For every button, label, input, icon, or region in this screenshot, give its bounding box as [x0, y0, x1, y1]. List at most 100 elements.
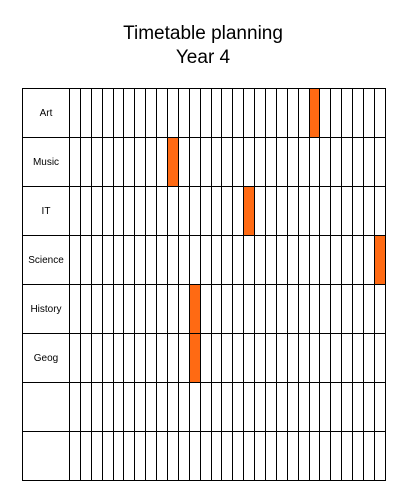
time-slot	[134, 235, 147, 285]
time-slot	[265, 431, 277, 481]
highlighted-slot	[373, 235, 387, 285]
time-slot	[232, 186, 245, 236]
time-slot	[254, 382, 267, 432]
time-slot	[145, 88, 158, 138]
time-slot	[199, 431, 212, 481]
time-slot	[297, 382, 310, 432]
time-slot	[254, 186, 267, 236]
time-slot	[297, 88, 310, 138]
highlighted-slot	[243, 186, 256, 236]
time-slot	[275, 186, 288, 236]
timetable-row: Science	[22, 235, 387, 285]
time-slot	[90, 284, 103, 334]
time-slot	[112, 137, 125, 187]
highlighted-slot	[308, 88, 321, 138]
time-slot	[123, 235, 136, 285]
time-slot	[232, 137, 245, 187]
time-slot	[265, 235, 277, 285]
time-slot	[90, 186, 103, 236]
subject-label: Art	[22, 88, 70, 138]
timetable-row: Music	[22, 137, 387, 187]
time-slot	[69, 284, 81, 334]
time-slot	[69, 431, 81, 481]
time-slot	[123, 333, 136, 383]
time-slot	[221, 88, 234, 138]
time-slot	[177, 333, 190, 383]
highlighted-slot	[167, 137, 179, 187]
time-slot	[363, 137, 375, 187]
time-slot	[341, 235, 354, 285]
time-slot	[265, 333, 277, 383]
time-slot	[69, 186, 81, 236]
time-slot	[341, 284, 354, 334]
time-slot	[330, 88, 343, 138]
time-slot	[167, 382, 179, 432]
time-slot	[90, 137, 103, 187]
title-line-2: Year 4	[175, 47, 231, 68]
time-slot	[134, 382, 147, 432]
time-slot	[363, 88, 375, 138]
time-slot	[330, 235, 343, 285]
time-slot	[123, 382, 136, 432]
time-slot	[330, 137, 343, 187]
time-slot	[188, 186, 201, 236]
timetable-body: Art Music IT Science History Geog	[22, 88, 387, 481]
time-slot	[167, 333, 179, 383]
time-slot	[308, 284, 321, 334]
time-slot	[90, 382, 103, 432]
time-slot	[221, 137, 234, 187]
time-slot	[112, 333, 125, 383]
time-slot	[156, 333, 169, 383]
time-slot	[221, 186, 234, 236]
subject-label	[22, 382, 70, 432]
time-slot	[123, 88, 136, 138]
time-slot	[363, 382, 375, 432]
time-slot	[177, 235, 190, 285]
time-slot	[188, 137, 201, 187]
time-slot	[352, 235, 365, 285]
time-slot	[112, 88, 125, 138]
time-slot	[352, 137, 365, 187]
time-slot	[199, 333, 212, 383]
time-slot	[330, 284, 343, 334]
time-slot	[134, 333, 147, 383]
time-slot	[101, 88, 114, 138]
time-slot	[319, 186, 332, 236]
time-slot	[232, 431, 245, 481]
time-slot	[210, 88, 223, 138]
time-slot	[254, 333, 267, 383]
time-slot	[363, 235, 375, 285]
time-slot	[79, 88, 92, 138]
time-slot	[373, 88, 387, 138]
time-slot	[319, 431, 332, 481]
time-slot	[330, 186, 343, 236]
title-line-1: Timetable planning	[123, 23, 283, 44]
time-slot	[319, 235, 332, 285]
time-slot	[123, 284, 136, 334]
time-slot	[243, 382, 256, 432]
time-slot	[308, 333, 321, 383]
time-slot	[352, 284, 365, 334]
time-slot	[210, 137, 223, 187]
time-slot	[156, 137, 169, 187]
time-slot	[265, 186, 277, 236]
time-slot	[123, 186, 136, 236]
time-slot	[330, 382, 343, 432]
time-slot	[69, 88, 81, 138]
subject-label: IT	[22, 186, 70, 236]
time-slot	[286, 88, 299, 138]
time-slot	[145, 235, 158, 285]
time-slot	[221, 382, 234, 432]
time-slot	[286, 137, 299, 187]
time-slot	[221, 284, 234, 334]
time-slot	[286, 235, 299, 285]
time-slot	[254, 235, 267, 285]
time-slot	[199, 235, 212, 285]
time-slot	[286, 382, 299, 432]
time-slot	[341, 137, 354, 187]
timetable-row: History	[22, 284, 387, 334]
time-slot	[199, 382, 212, 432]
time-slot	[112, 235, 125, 285]
time-slot	[254, 431, 267, 481]
time-slot	[265, 88, 277, 138]
